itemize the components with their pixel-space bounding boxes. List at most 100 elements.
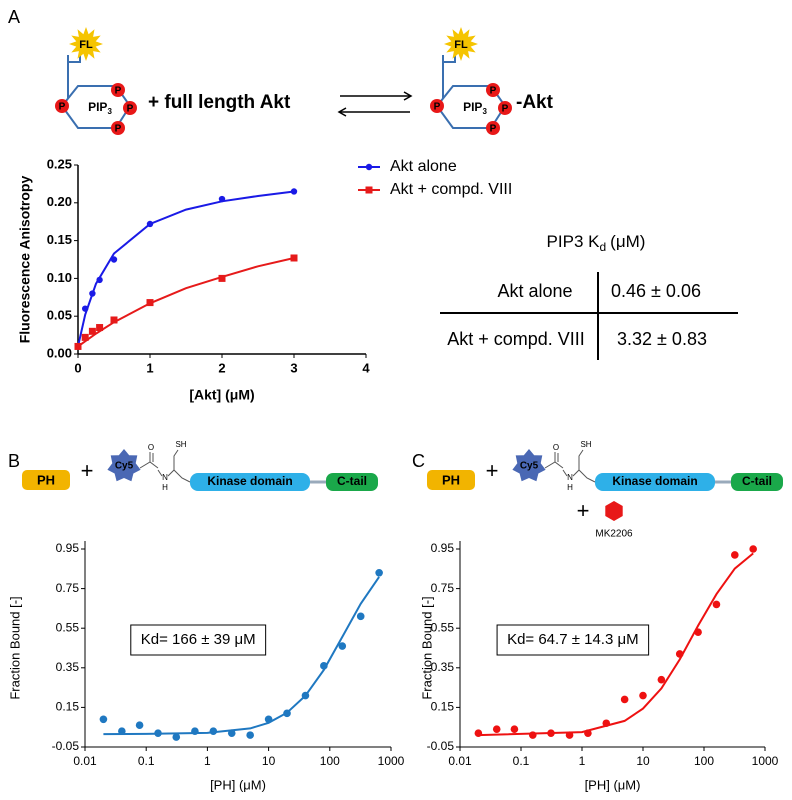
cy5-star [107,449,141,482]
fit-curve [77,257,295,348]
y-tick-label: 0.95 [431,541,455,555]
table-title-main: PIP3 K [547,232,601,251]
table-title-sub: d [599,240,606,254]
fl-label: FL [454,39,468,51]
kinase-domain [190,473,310,491]
ph-domain [22,470,70,490]
x-tick-label: 1 [146,360,153,375]
kinase-label: Kinase domain [612,474,697,488]
data-point [146,299,154,307]
y-tick-label: 0.35 [56,660,80,674]
fit-curve [77,190,295,347]
phosphate [55,99,69,113]
pip3-text: PIP [463,100,482,114]
x-tick-label: 100 [320,754,340,768]
phosphate-label: P [434,102,441,113]
annotation: Kd= 166 ± 39 μM [141,631,256,648]
pip3-text: PIP [88,100,107,114]
y-axis-label: Fraction Bound [-] [419,596,434,699]
data-point [191,727,199,735]
cy5-label: Cy5 [115,461,134,472]
data-point [492,725,501,733]
y-axis-label: Fluorescence Anisotropy [17,176,33,344]
legend-marker [365,186,373,194]
ctail-domain [326,473,378,491]
ph-label: PH [37,472,55,487]
y-tick-label: 0.35 [431,660,455,674]
atom-o: O [148,443,154,452]
panel-label: C [412,451,425,471]
linker-structure [544,449,596,483]
pip3-sub: 3 [107,107,112,116]
data-point [639,691,647,700]
atom-n: N [567,473,573,482]
x-tick-label: 1000 [752,754,779,768]
data-point [749,545,757,553]
y-tick-label: 0.20 [47,194,72,209]
ctail-label: C-tail [337,474,367,488]
data-point [246,731,254,739]
data-point [110,256,118,263]
data-point [154,729,162,737]
data-point [110,316,118,324]
data-point [96,324,104,332]
atom-n: N [162,473,168,482]
panel-label: B [8,451,20,471]
y-tick-label: 0.55 [56,620,80,634]
data-point [620,695,629,704]
arrows [337,91,413,117]
phosphate [111,121,125,135]
inhibitor-hexagon [605,501,623,521]
table-title-unit: (μM) [610,232,645,251]
fl-burst [69,27,103,61]
ph-label: PH [442,472,460,487]
atom-o: O [553,443,559,452]
x-tick-label: 0.1 [513,754,530,768]
data-point [227,729,236,737]
data-point [88,327,96,335]
y-tick-label: 0.15 [47,232,72,247]
data-point [283,709,291,718]
ph-domain [427,470,475,490]
data-point [694,628,702,636]
data-point [565,731,574,739]
data-point [510,725,519,733]
complex-suffix: -Akt [516,92,554,113]
data-point [356,612,365,621]
atom-sh: SH [175,440,186,449]
data-point [547,729,555,737]
phosphate-label: P [490,124,497,135]
annotation-box [496,624,650,656]
data-point [146,220,154,228]
data-point [89,290,96,297]
y-axis-label: Fraction Bound [-] [7,596,22,699]
data-point [474,729,483,737]
table-cell: 0.46 ± 0.06 [611,281,701,301]
y-tick-label: 0.95 [56,541,80,555]
y-tick-label: 0.75 [431,581,455,595]
x-tick-label: 0.01 [73,754,97,768]
inhibitor-label: MK2206 [595,529,633,540]
cy5-label: Cy5 [520,461,539,472]
kinase-label: Kinase domain [207,474,292,488]
annotation: Kd= 64.7 ± 14.3 μM [507,631,639,648]
fl-burst [444,27,478,61]
y-tick-label: 0.75 [56,581,80,595]
y-tick-label: 0.10 [47,270,72,285]
y-tick-label: 0.05 [47,308,72,323]
x-tick-label: 0.01 [448,754,472,768]
data-point [290,254,298,262]
phosphate-label: P [490,86,497,97]
data-point [81,333,89,341]
phosphate [111,83,125,97]
data-point [99,715,108,724]
pip3-sub: 3 [482,107,487,116]
x-axis-label: [PH] (μM) [585,777,641,792]
ctail-domain [731,473,783,491]
pip3-label: PIP3 [88,100,112,116]
phosphate [123,101,137,115]
phosphate [430,99,444,113]
plus: + [486,458,499,483]
plus: + [81,458,94,483]
table-cell: Akt alone [497,281,572,301]
